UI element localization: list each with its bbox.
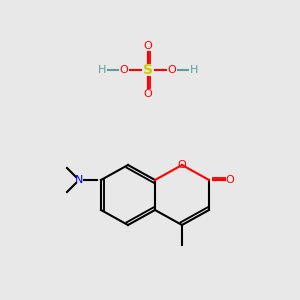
Text: O: O: [226, 175, 234, 185]
Text: H: H: [190, 65, 198, 75]
Text: O: O: [168, 65, 176, 75]
Text: O: O: [144, 41, 152, 51]
Text: H: H: [98, 65, 106, 75]
Text: S: S: [143, 63, 153, 77]
Text: O: O: [144, 89, 152, 99]
Text: N: N: [75, 175, 83, 185]
Text: O: O: [178, 160, 186, 170]
Text: O: O: [120, 65, 128, 75]
